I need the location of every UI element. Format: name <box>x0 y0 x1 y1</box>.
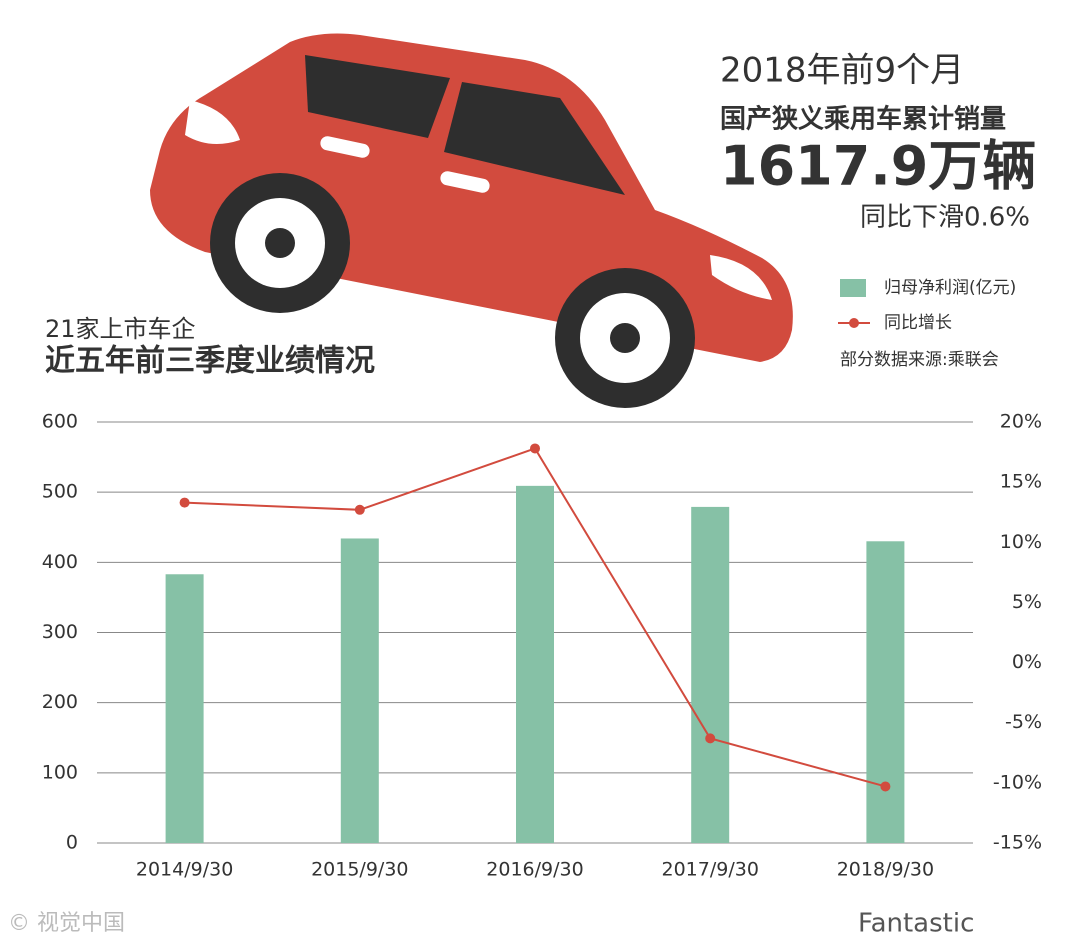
y-tick-label: 300 <box>42 621 78 643</box>
y2-tick-label: -10% <box>993 771 1042 793</box>
legend-swatch <box>849 318 859 328</box>
bar <box>516 485 554 843</box>
y-tick-label: 0 <box>66 832 78 854</box>
point <box>179 497 190 508</box>
y-tick-label: 200 <box>42 691 78 713</box>
headline: 同比下滑0.6% <box>860 203 1030 233</box>
source: 部分数据来源:乘联会 <box>840 350 999 370</box>
bar <box>691 506 730 843</box>
y2-tick-label: -15% <box>993 832 1042 854</box>
y-tick-label: 600 <box>42 411 78 433</box>
headline: 国产狭义乘用车累计销量 <box>720 104 1006 135</box>
y2-tick-label: 10% <box>1000 531 1042 553</box>
chart-title: 近五年前三季度业绩情况 <box>45 344 375 379</box>
y2-tick-label: 0% <box>1012 651 1042 673</box>
bar <box>866 541 905 843</box>
point <box>880 781 891 792</box>
x-tick-label: 2018/9/30 <box>837 859 934 881</box>
bar <box>340 538 379 843</box>
y2-tick-label: 20% <box>1000 411 1042 433</box>
point <box>530 443 540 454</box>
watermark: © 视觉中国 <box>8 911 125 936</box>
car-illustration <box>150 33 793 408</box>
x-tick-label: 2016/9/30 <box>486 859 583 881</box>
legend-label: 同比增长 <box>884 313 952 333</box>
x-tick-label: 2014/9/30 <box>136 859 233 881</box>
y-tick-label: 400 <box>42 551 78 573</box>
point <box>354 504 365 515</box>
headline: 1617.9万辆 <box>720 135 1036 198</box>
bar <box>165 574 204 843</box>
point <box>705 733 716 744</box>
chart-subtitle: 21家上市车企 <box>45 315 196 343</box>
y-tick-label: 100 <box>42 761 78 783</box>
watermark: Fantastic <box>858 909 974 939</box>
y2-tick-label: -5% <box>1005 711 1042 733</box>
y-tick-label: 500 <box>42 481 78 503</box>
x-tick-label: 2017/9/30 <box>661 859 758 881</box>
y2-tick-label: 5% <box>1012 591 1042 613</box>
legend-swatch <box>840 279 866 297</box>
x-tick-label: 2015/9/30 <box>311 859 408 881</box>
legend-label: 归母净利润(亿元) <box>884 278 1016 298</box>
y2-tick-label: 15% <box>1000 471 1042 493</box>
headline: 2018年前9个月 <box>720 51 964 91</box>
